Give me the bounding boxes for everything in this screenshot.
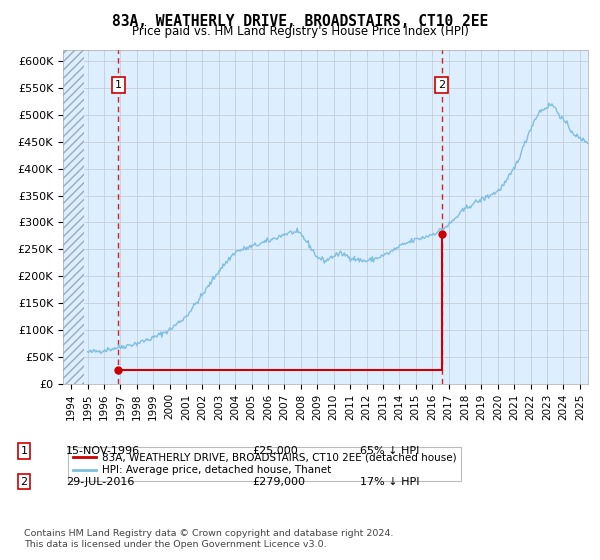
Text: 17% ↓ HPI: 17% ↓ HPI [360,477,419,487]
Text: Price paid vs. HM Land Registry's House Price Index (HPI): Price paid vs. HM Land Registry's House … [131,25,469,38]
Text: 15-NOV-1996: 15-NOV-1996 [66,446,140,456]
Text: 29-JUL-2016: 29-JUL-2016 [66,477,134,487]
Text: Contains HM Land Registry data © Crown copyright and database right 2024.
This d: Contains HM Land Registry data © Crown c… [24,529,394,549]
Text: 2: 2 [438,80,445,90]
Text: 83A, WEATHERLY DRIVE, BROADSTAIRS, CT10 2EE: 83A, WEATHERLY DRIVE, BROADSTAIRS, CT10 … [112,14,488,29]
Legend: 83A, WEATHERLY DRIVE, BROADSTAIRS, CT10 2EE (detached house), HPI: Average price: 83A, WEATHERLY DRIVE, BROADSTAIRS, CT10 … [68,447,461,480]
Text: £25,000: £25,000 [252,446,298,456]
Text: 65% ↓ HPI: 65% ↓ HPI [360,446,419,456]
Text: £279,000: £279,000 [252,477,305,487]
Bar [63,50,83,384]
Text: 2: 2 [20,477,28,487]
Text: 1: 1 [20,446,28,456]
Text: 1: 1 [115,80,122,90]
